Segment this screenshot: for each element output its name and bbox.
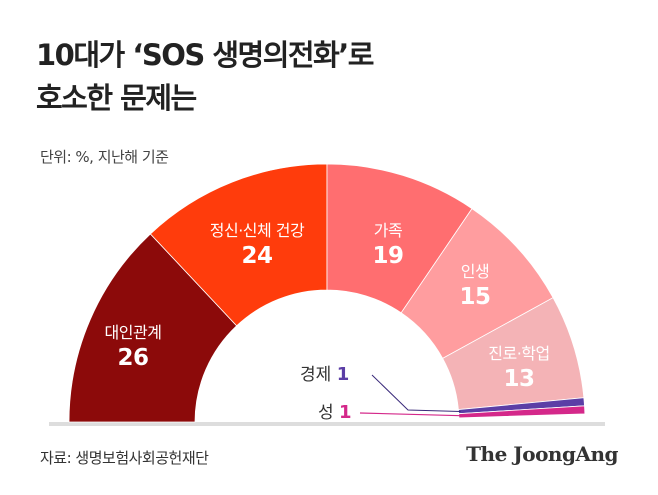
segment-label-3: 인생 15 (459, 262, 491, 310)
leader-line-6 (359, 412, 461, 417)
title-line-1: 10대가 ‘SOS 생명의전화’로 (36, 38, 374, 72)
segment-label-4: 진로·학업 13 (488, 344, 550, 392)
leader-line-5 (371, 374, 461, 412)
segment-label-0: 대인관계 26 (104, 323, 162, 371)
segment-6 (458, 405, 586, 419)
source-note: 자료: 생명보험사회공헌재단 (40, 449, 209, 467)
segment-label-1: 정신·신체 건강 24 (209, 221, 305, 269)
baseline-shadow (49, 422, 605, 426)
publisher-logo: The JoongAng (466, 442, 618, 466)
unit-note: 단위: %, 지난해 기준 (40, 148, 169, 166)
segment-label-2: 가족 19 (372, 221, 404, 269)
segment-label-6: 성 1 (318, 402, 352, 423)
segment-label-5: 경제 1 (300, 364, 350, 385)
title-line-2: 호소한 문제는 (36, 81, 197, 115)
